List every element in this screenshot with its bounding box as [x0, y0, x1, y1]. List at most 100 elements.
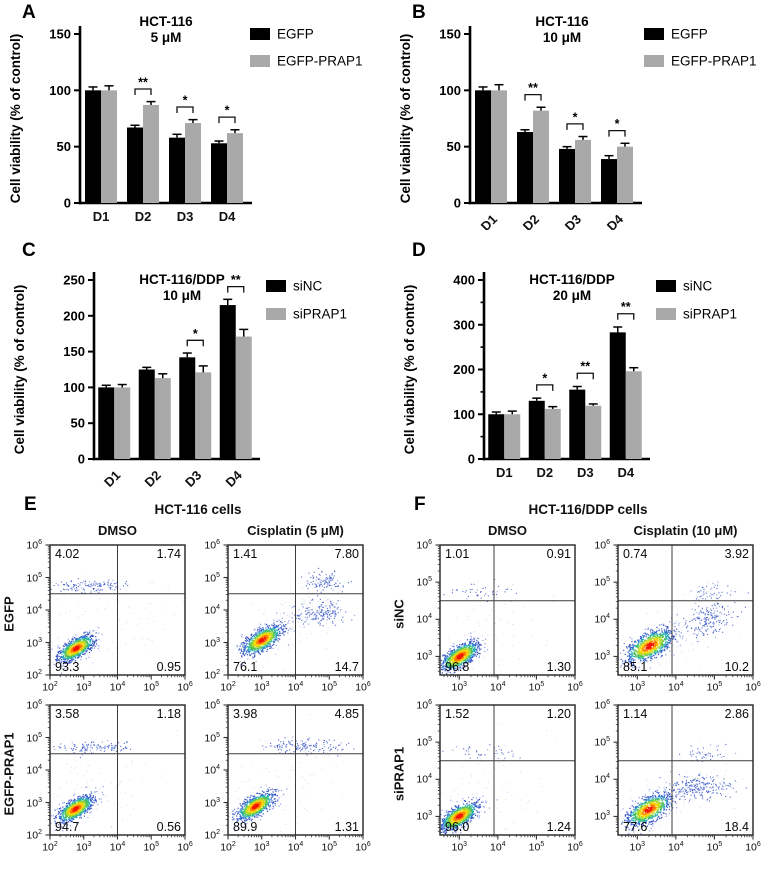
- y-tick-label: 103: [416, 810, 432, 823]
- bar-siPRAP1-D2: [544, 408, 561, 459]
- y-tick-label: 105: [594, 736, 610, 749]
- bar-EGFP-D4: [601, 159, 617, 203]
- flow-panel-title: HCT-116 cells: [154, 502, 242, 517]
- flow-column-headers: DMSO Cisplatin (5 μM): [0, 523, 363, 538]
- y-tick-label: 102: [26, 669, 42, 682]
- x-tick-label: 102: [220, 681, 236, 694]
- quadrant-ur-value: 2.86: [724, 707, 749, 721]
- sig-bracket: [608, 130, 626, 137]
- quadrant-ll-value: 76.1: [233, 660, 258, 674]
- bar-siNC-D3: [179, 357, 196, 459]
- legend-label: siPRAP1: [293, 307, 347, 322]
- bar-siNC-D1: [488, 414, 505, 459]
- x-category-label: D3: [182, 468, 204, 490]
- flow-row-label: EGFP: [1, 596, 17, 632]
- quadrant-ll-value: 94.7: [55, 820, 80, 834]
- quadrant-lr-value: 1.31: [334, 820, 359, 834]
- sig-label: **: [138, 75, 148, 89]
- quadrant-ul-value: 1.14: [623, 707, 648, 721]
- x-tick-label: 106: [177, 681, 193, 694]
- panel-letter-C: C: [22, 240, 36, 261]
- quadrant-ur-value: 1.74: [156, 547, 181, 561]
- chart-subtitle: 10 μM: [163, 288, 201, 303]
- y-tick-label: 200: [63, 308, 85, 323]
- legend-label: siNC: [683, 279, 712, 294]
- quadrant-ur-value: 1.20: [546, 707, 571, 721]
- quadrant-ll-value: 96.8: [445, 660, 470, 674]
- sig-label: **: [231, 273, 241, 287]
- x-tick-label: 104: [668, 841, 684, 854]
- x-tick-label: 105: [321, 841, 338, 854]
- legend-swatch: [656, 308, 676, 320]
- y-tick-label: 104: [204, 604, 220, 617]
- flow-plot: 102 103 104 105 106 4.02 1.74 93.3 0.95 102 1…: [18, 539, 192, 700]
- quadrant-ur-value: 4.85: [334, 707, 359, 721]
- x-tick-label: 104: [287, 681, 304, 694]
- sig-bracket: [176, 106, 194, 113]
- legend-label: siNC: [293, 279, 322, 294]
- legend-swatch: [644, 28, 664, 40]
- legend-label: EGFP-PRAP1: [671, 54, 757, 69]
- legend-label: EGFP-PRAP1: [277, 54, 363, 69]
- quadrant-ll-value: 96.0: [445, 820, 470, 834]
- column-header: DMSO: [488, 523, 527, 538]
- bar-EGFP-D3: [559, 148, 575, 203]
- y-tick-label: 0: [64, 196, 71, 211]
- flow-scatter-canvas: [44, 544, 190, 684]
- x-tick-label: 105: [706, 841, 723, 854]
- sig-label: **: [621, 300, 631, 314]
- x-axis-ticks: 102 103 104 105 106: [220, 681, 371, 697]
- y-axis-label: Cell viability (% of control): [398, 34, 413, 204]
- chart-title: HCT-116: [535, 14, 589, 29]
- x-tick-label: 103: [629, 681, 646, 694]
- x-tick-label: 102: [220, 841, 236, 854]
- bar-siPRAP1-D3: [585, 405, 602, 459]
- chart-title: HCT-116: [139, 14, 193, 29]
- y-tick-label: 104: [416, 613, 432, 626]
- x-tick-label: 105: [143, 681, 160, 694]
- y-tick-label: 103: [204, 636, 220, 650]
- column-header: DMSO: [98, 523, 137, 538]
- bar-siNC-D2: [528, 400, 545, 459]
- y-axis-ticks: 103 104 105 106: [586, 699, 612, 844]
- sig-bracket: [576, 372, 594, 380]
- quadrant-ul-value: 0.74: [623, 547, 648, 561]
- y-tick-label: 103: [416, 650, 432, 663]
- flow-plot: 102 103 104 105 106 1.41 7.80 76.1 14.7 102 1…: [196, 539, 371, 700]
- sig-bracket: [134, 88, 152, 95]
- y-tick-label: 50: [71, 416, 85, 431]
- x-category-label: D1: [496, 465, 513, 480]
- y-tick-label: 104: [416, 773, 432, 786]
- quadrant-ul-value: 3.98: [233, 707, 258, 721]
- bar-EGFP-PRAP1-D4: [617, 146, 633, 203]
- quadrant-lr-value: 0.95: [156, 660, 181, 674]
- bar-EGFP-PRAP1-D4: [227, 133, 243, 203]
- y-tick-label: 0: [454, 196, 461, 211]
- y-tick-label: 100: [49, 83, 71, 98]
- x-tick-label: 105: [143, 841, 160, 854]
- y-tick-label: 104: [594, 613, 610, 626]
- flow-plot: 102 103 104 105 106 3.58 1.18 94.7 0.56 102 1…: [18, 699, 192, 860]
- y-tick-label: 106: [204, 699, 220, 712]
- x-category-label: D4: [617, 465, 634, 480]
- bar-siPRAP1-D4: [235, 336, 252, 459]
- x-category-label: D2: [142, 468, 164, 490]
- legend-swatch: [644, 55, 664, 67]
- y-tick-label: 104: [594, 773, 610, 786]
- y-tick-label: 105: [26, 571, 42, 585]
- bar-EGFP-PRAP1-D2: [143, 104, 159, 203]
- y-tick-label: 103: [594, 810, 610, 823]
- legend-label: EGFP: [671, 27, 708, 42]
- y-tick-label: 103: [594, 650, 610, 663]
- sig-label: *: [193, 327, 198, 341]
- bar-siNC-D2: [138, 369, 155, 459]
- sig-label: **: [580, 360, 590, 374]
- flow-scatter-canvas: [222, 704, 368, 844]
- y-tick-label: 102: [204, 669, 220, 682]
- bar-EGFP-D1: [475, 90, 491, 203]
- quadrant-ur-value: 1.18: [156, 707, 181, 721]
- y-tick-label: 200: [453, 362, 475, 377]
- column-header: Cisplatin (10 μM): [633, 523, 738, 538]
- quadrant-ll-value: 85.1: [623, 660, 648, 674]
